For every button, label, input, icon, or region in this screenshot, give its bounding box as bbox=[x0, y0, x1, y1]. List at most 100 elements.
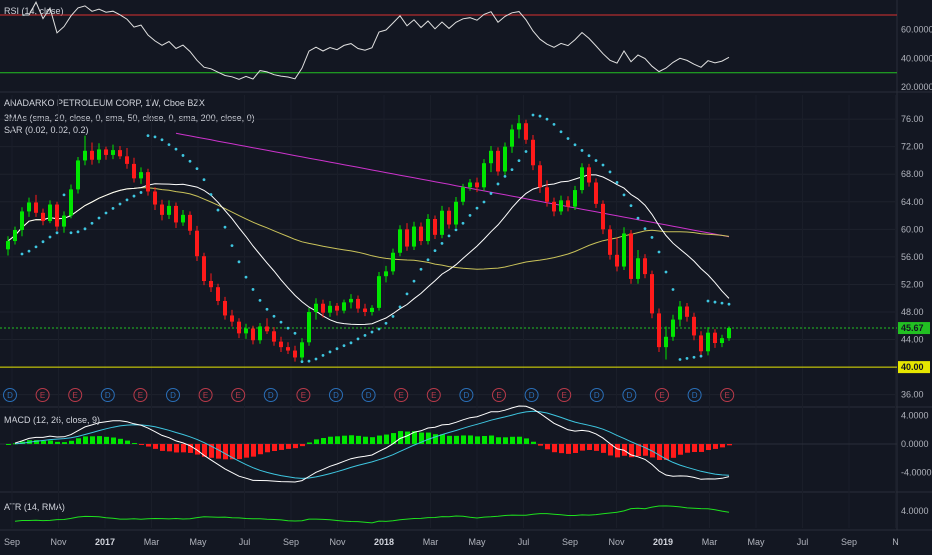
sar-dot bbox=[475, 206, 479, 210]
candle-body bbox=[153, 191, 157, 205]
macd-histogram-bar bbox=[384, 434, 389, 444]
candle-body bbox=[566, 200, 570, 207]
sar-dot bbox=[468, 214, 472, 217]
candle-body bbox=[27, 202, 31, 212]
earnings-marker bbox=[296, 388, 311, 402]
candle-body bbox=[587, 167, 591, 183]
sma-200-line bbox=[175, 132, 730, 238]
sar-dot bbox=[622, 193, 626, 197]
price-tick-label: 44.00 bbox=[901, 335, 924, 345]
macd-histogram-bar bbox=[335, 436, 340, 444]
macd-histogram-bar bbox=[97, 436, 102, 444]
sar-title[interactable]: SAR (0.02, 0.02, 0.2) bbox=[4, 125, 89, 135]
macd-histogram-bar bbox=[426, 432, 431, 444]
macd-line bbox=[14, 405, 730, 483]
sar-dot bbox=[713, 300, 717, 304]
earnings-marker bbox=[68, 388, 83, 402]
candle-body bbox=[188, 214, 192, 231]
sar-dot bbox=[125, 198, 129, 202]
macd-histogram-bar bbox=[377, 435, 382, 444]
candle-body bbox=[629, 233, 633, 279]
macd-histogram-bar bbox=[391, 433, 396, 444]
macd-histogram-bar bbox=[160, 443, 165, 451]
sar-dot bbox=[272, 314, 276, 318]
time-axis: Sep Nov 2017 Mar May Jul Sep Nov 2018 Mar May Jul Se… bbox=[0, 529, 932, 547]
candle-body bbox=[90, 150, 94, 160]
sar-dot bbox=[692, 355, 696, 359]
macd-title[interactable]: MACD (12, 26, close, 9) bbox=[4, 415, 100, 425]
candle-body bbox=[230, 315, 234, 322]
time-tick-label: Mar bbox=[423, 537, 439, 547]
macd-tick-label: 0.0000 bbox=[901, 439, 929, 449]
time-tick-label: May bbox=[468, 537, 486, 547]
macd-tick-label: 4.0000 bbox=[901, 411, 929, 421]
macd-histogram-bar bbox=[419, 432, 424, 444]
candle-body bbox=[237, 321, 241, 334]
macd-histogram-bar bbox=[104, 436, 109, 444]
sar-dot bbox=[412, 279, 416, 283]
macd-histogram-bar bbox=[713, 443, 718, 449]
candle-body bbox=[573, 190, 577, 207]
event-marker-label: D bbox=[464, 391, 470, 400]
event-marker-label: E bbox=[431, 391, 436, 400]
macd-histogram-bar bbox=[636, 443, 641, 457]
sar-dot bbox=[587, 154, 591, 158]
event-marker-label: D bbox=[105, 391, 111, 400]
dividend-marker bbox=[3, 388, 17, 402]
sar-dot bbox=[608, 170, 612, 174]
sar-dot bbox=[48, 235, 52, 239]
candle-body bbox=[692, 316, 696, 336]
price-tick-label: 48.00 bbox=[901, 307, 924, 317]
candle-body bbox=[160, 204, 164, 215]
time-tick-label: 2019 bbox=[653, 537, 673, 547]
candle-body bbox=[244, 328, 248, 334]
sar-dot bbox=[496, 182, 500, 186]
atr-title[interactable]: ATR (14, RMA) bbox=[4, 502, 65, 512]
candle-body bbox=[76, 160, 80, 190]
candle-body bbox=[363, 308, 367, 312]
ma-title[interactable]: 3MAs (sma, 20, close, 0, sma, 50, close,… bbox=[4, 113, 255, 123]
sar-dot bbox=[195, 167, 199, 171]
dividend-marker bbox=[100, 388, 115, 402]
earnings-marker bbox=[394, 388, 409, 402]
sar-dot bbox=[209, 193, 213, 196]
candle-body bbox=[517, 123, 521, 130]
sar-dot bbox=[174, 147, 178, 151]
macd-histogram-bar bbox=[412, 431, 417, 444]
sar-dot bbox=[559, 130, 563, 134]
time-tick-label: N bbox=[892, 537, 899, 547]
candle-body bbox=[489, 150, 493, 164]
macd-histogram-bar bbox=[153, 443, 158, 449]
candle-body bbox=[384, 271, 388, 277]
last-price-label: 45.67 bbox=[901, 323, 924, 333]
sar-dot bbox=[489, 192, 493, 195]
macd-histogram-bar bbox=[552, 443, 557, 453]
rsi-tick-label: 40.0000 bbox=[901, 53, 932, 63]
symbol-title[interactable]: ANADARKO PETROLEUM CORP, 1W, Cboe BZX bbox=[4, 98, 205, 108]
candle-body bbox=[377, 276, 381, 308]
candle-body bbox=[356, 298, 360, 309]
candle-body bbox=[545, 187, 549, 202]
macd-histogram-bar bbox=[706, 443, 711, 451]
dividend-marker bbox=[459, 388, 474, 402]
atr-pane bbox=[14, 505, 730, 524]
candle-body bbox=[685, 306, 689, 317]
macd-histogram-bar bbox=[622, 443, 627, 456]
rsi-title[interactable]: RSI (14, close) bbox=[4, 6, 64, 16]
macd-histogram-bar bbox=[48, 440, 53, 444]
candle-body bbox=[664, 336, 668, 348]
macd-histogram-bar bbox=[41, 440, 46, 444]
earnings-marker bbox=[426, 388, 441, 402]
sar-dot bbox=[286, 326, 290, 330]
sar-dot bbox=[545, 117, 549, 121]
event-marker-label: D bbox=[170, 391, 176, 400]
candle-body bbox=[20, 211, 24, 231]
earnings-marker bbox=[557, 388, 572, 402]
price-tick-label: 56.00 bbox=[901, 252, 924, 262]
macd-histogram-bar bbox=[398, 431, 403, 444]
sar-dot bbox=[139, 191, 143, 194]
sar-dot bbox=[167, 143, 171, 147]
macd-histogram-bar bbox=[118, 438, 123, 444]
sar-dot bbox=[279, 320, 283, 324]
sar-dot bbox=[482, 200, 486, 204]
